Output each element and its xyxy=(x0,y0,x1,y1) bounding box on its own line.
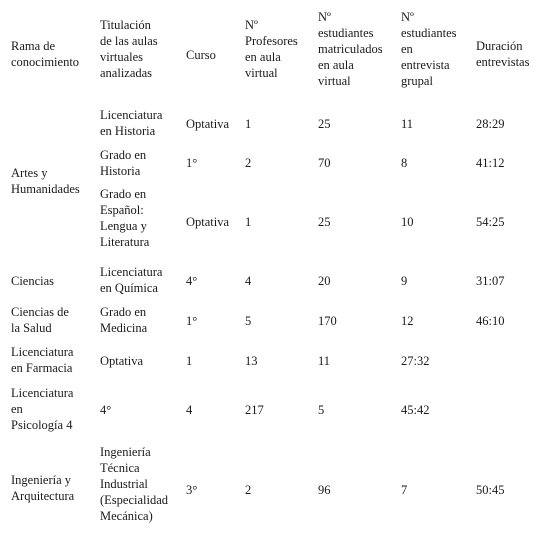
header-entrevista: Nº estudiantes en entrevista grupal xyxy=(401,10,457,88)
table-cell: 20 xyxy=(318,274,331,288)
header-rama: Rama de conocimiento xyxy=(11,39,80,69)
table-cell: 31:07 xyxy=(476,274,505,288)
table-cell: 11 xyxy=(318,354,331,368)
table-cell: 13 xyxy=(245,354,258,368)
table-cell: Licenciatura en Farmacia xyxy=(11,345,74,375)
table-cell: Licenciatura en Psicología 4 xyxy=(11,386,74,432)
header-duracion: Duración entrevistas xyxy=(476,39,530,69)
table-cell: 8 xyxy=(401,156,408,170)
table-cell: 12 xyxy=(401,314,414,328)
table-cell: Licenciatura en Historia xyxy=(100,108,163,138)
table-cell: Grado en Medicina xyxy=(100,305,148,335)
table-cell: 5 xyxy=(318,403,325,417)
table-cell: Optativa xyxy=(186,215,230,229)
table-cell: Optativa xyxy=(100,354,144,368)
table-cell: 70 xyxy=(318,156,331,170)
table-cell: 170 xyxy=(318,314,337,328)
table-cell: Ciencias xyxy=(11,274,55,288)
group-artes-humanidades: Artes y Humanidades xyxy=(11,166,80,196)
table-cell: 96 xyxy=(318,483,331,497)
header-curso: Curso xyxy=(186,48,216,62)
table-cell: 4 xyxy=(245,274,252,288)
table-cell: 54:25 xyxy=(476,215,505,229)
table-cell: Ingeniería Técnica Industrial (Especiali… xyxy=(100,445,169,523)
table-cell: 25 xyxy=(318,117,331,131)
table-cell: Ciencias de la Salud xyxy=(11,305,69,335)
table-cell: 41:12 xyxy=(476,156,505,170)
table-cell: 4 xyxy=(186,403,193,417)
table-cell: 5 xyxy=(245,314,252,328)
table-cell: 1 xyxy=(245,117,252,131)
table-cell: 10 xyxy=(401,215,414,229)
header-profesores: Nº Profesores en aula virtual xyxy=(245,18,298,80)
table-cell: 1° xyxy=(186,314,198,328)
table-cell: 2 xyxy=(245,483,252,497)
table-cell: 4° xyxy=(186,274,198,288)
table-cell: 9 xyxy=(401,274,408,288)
table-cell: 3° xyxy=(186,483,198,497)
table-cell: Grado en Historia xyxy=(100,148,147,178)
group-ingenieria-arquitectura: Ingeniería y Arquitectura xyxy=(11,473,75,503)
table-cell: Optativa xyxy=(186,117,230,131)
table-cell: 1° xyxy=(186,156,198,170)
table-cell: 50:45 xyxy=(476,483,505,497)
table-cell: 45:42 xyxy=(401,403,430,417)
table-cell: 28:29 xyxy=(476,117,505,131)
header-matriculados: Nº estudiantes matriculados en aula virt… xyxy=(318,10,383,88)
table-cell: 217 xyxy=(245,403,264,417)
table-cell: 27:32 xyxy=(401,354,430,368)
table-cell: 4° xyxy=(100,403,112,417)
table-cell: Grado en Español: Lengua y Literatura xyxy=(100,187,150,249)
table-cell: 11 xyxy=(401,117,414,131)
header-titulacion: Titulación de las aulas virtuales analiz… xyxy=(100,18,158,80)
table-cell: 2 xyxy=(245,156,252,170)
table-cell: Licenciatura en Química xyxy=(100,265,163,295)
table-cell: 1 xyxy=(186,354,193,368)
table-cell: 46:10 xyxy=(476,314,505,328)
table-cell: 7 xyxy=(401,483,408,497)
table-cell: 25 xyxy=(318,215,331,229)
table-cell: 1 xyxy=(245,215,252,229)
